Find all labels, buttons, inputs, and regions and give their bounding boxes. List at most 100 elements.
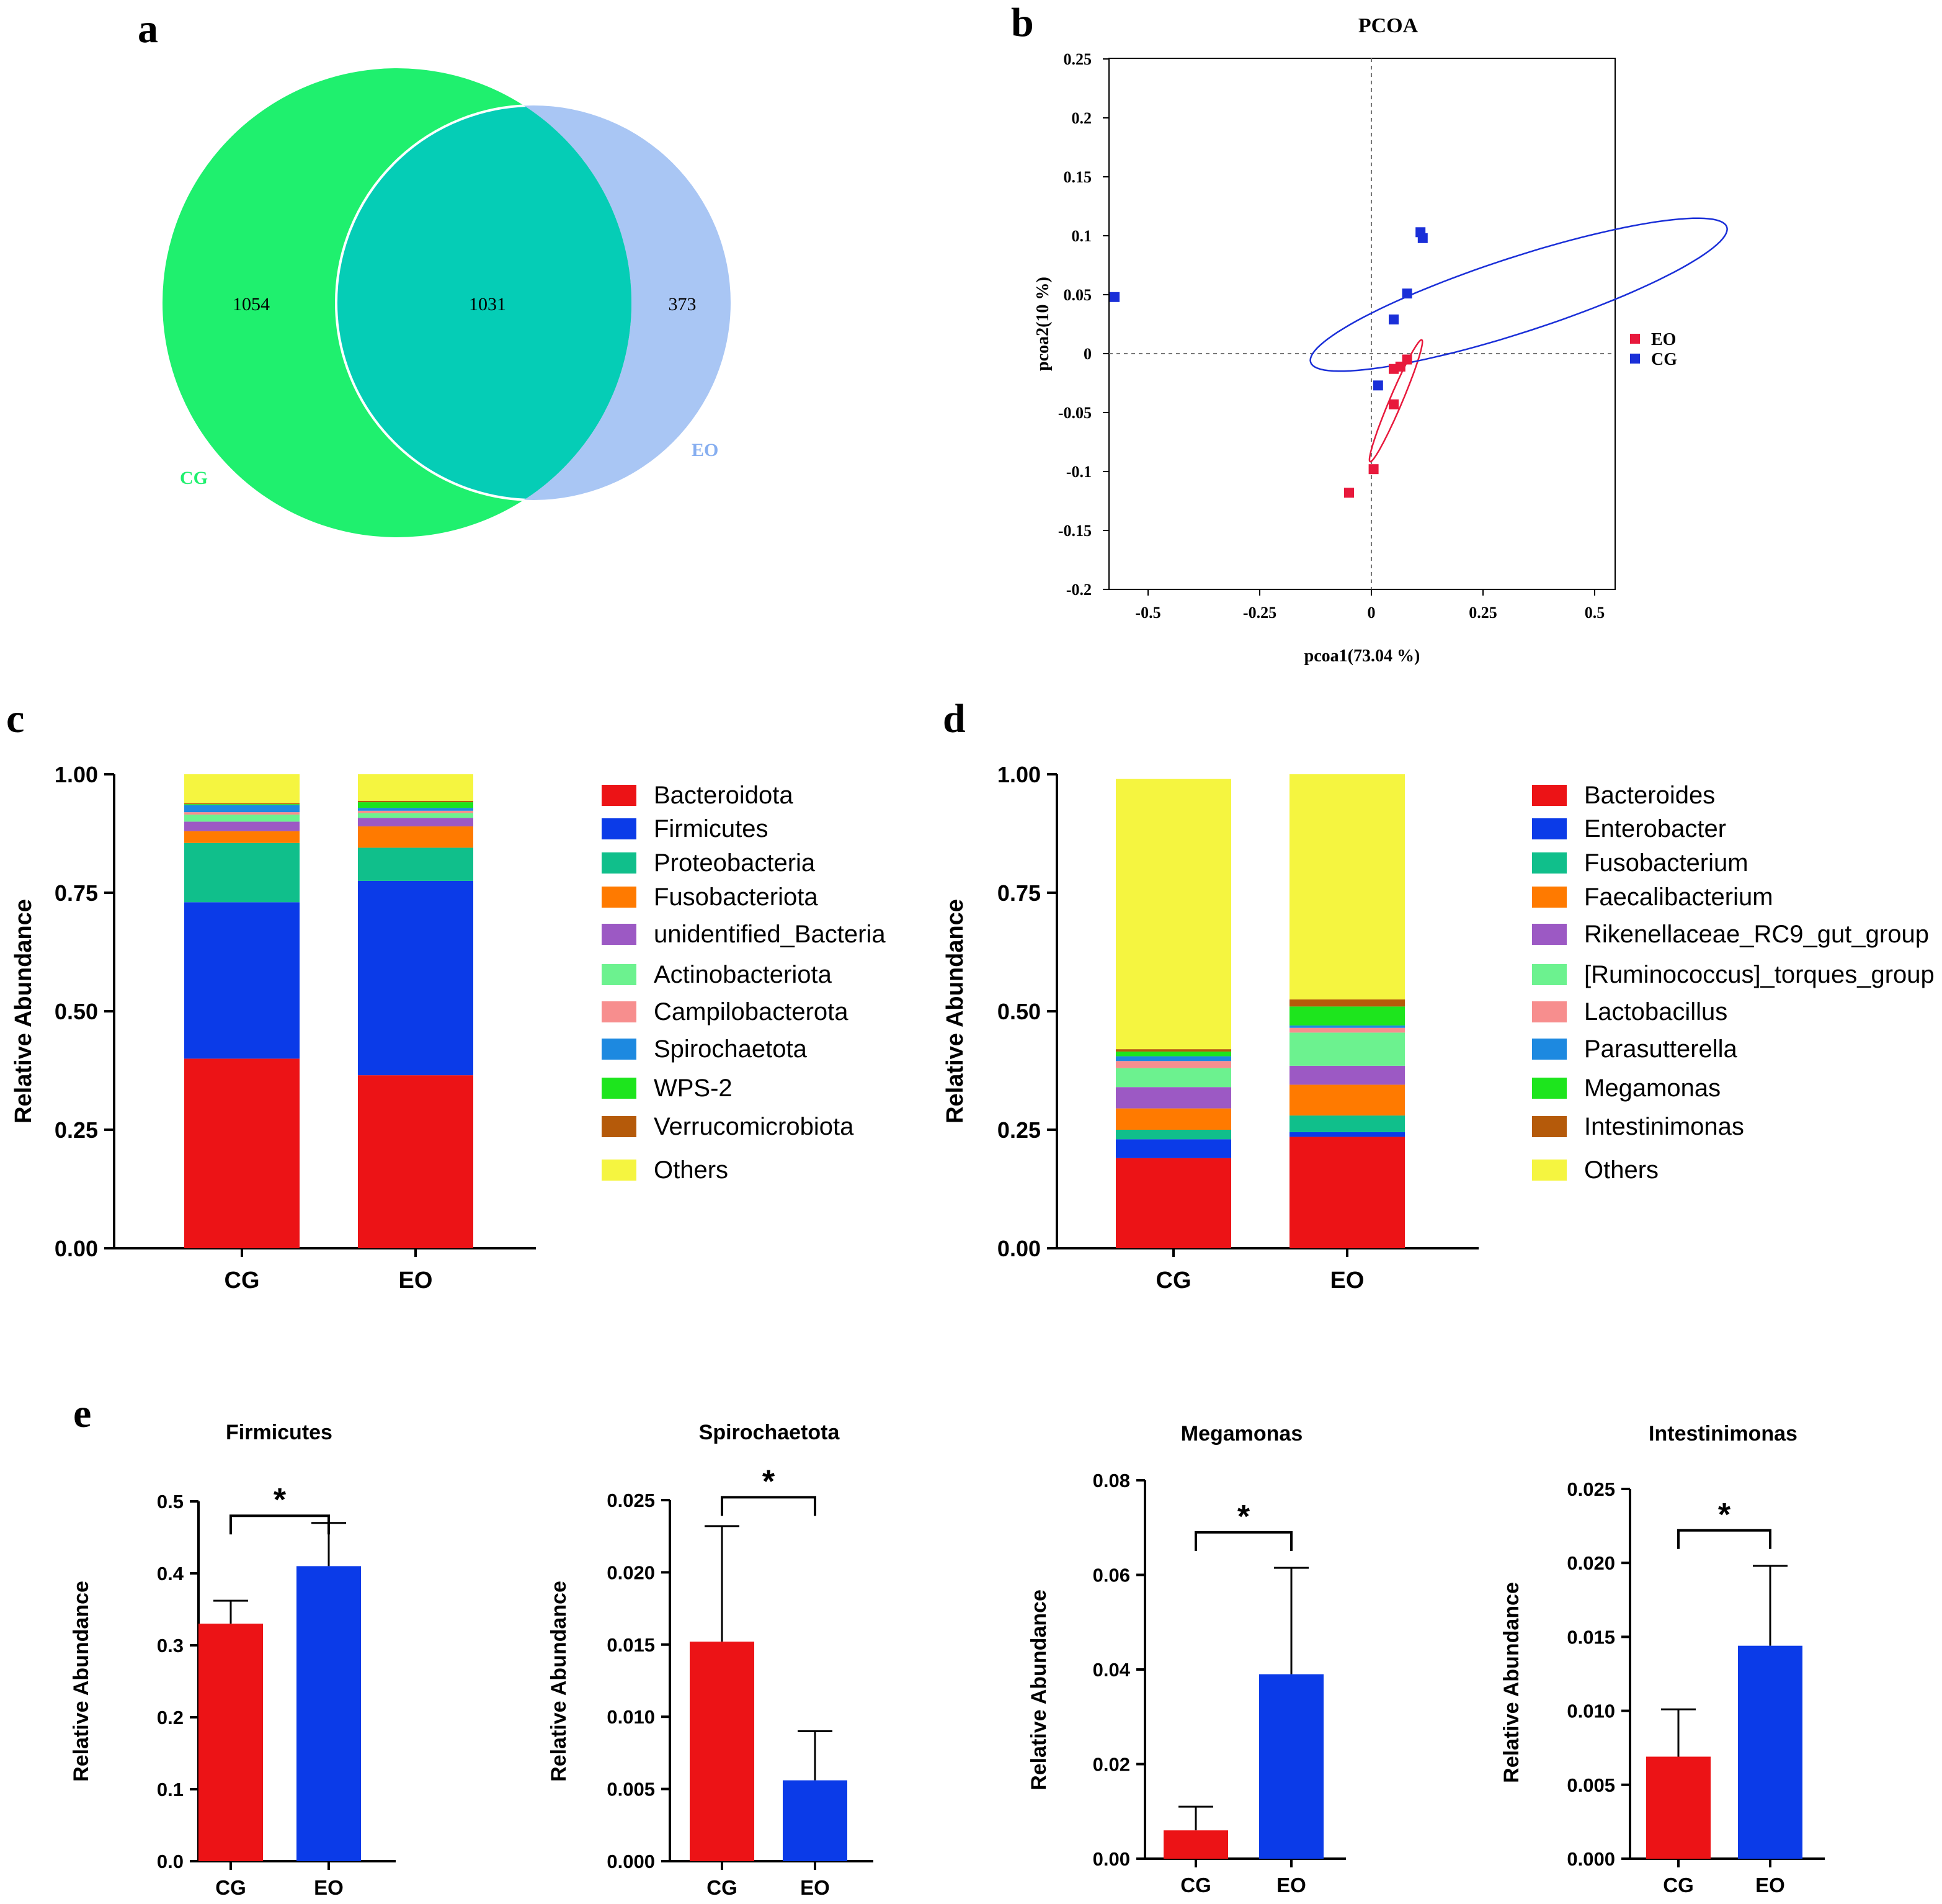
y-tick-label: 0.005 xyxy=(607,1779,655,1800)
legend-swatch xyxy=(602,1078,636,1099)
bar-segment xyxy=(1289,1084,1405,1116)
bar-cg xyxy=(1646,1756,1711,1859)
legend-label: Verrucomicrobiota xyxy=(654,1113,854,1140)
legend-label: Firmicutes xyxy=(654,815,768,842)
bar-cg xyxy=(690,1642,754,1861)
legend-label: Parasutterella xyxy=(1584,1035,1738,1063)
point-cg xyxy=(1402,288,1412,299)
stacked-bar-chart-phylum: Relative Abundance 0.000.250.500.751.00 … xyxy=(11,762,886,1294)
y-tick-label: -0.05 xyxy=(1058,404,1092,422)
significance-star: * xyxy=(762,1464,775,1500)
y-tick-label: 0.06 xyxy=(1093,1565,1130,1586)
x-tick-label: EO xyxy=(314,1876,344,1899)
stacked-bar-chart-genus: Relative Abundance 0.000.250.500.751.00 … xyxy=(942,762,1935,1294)
e2-ylabel: Relative Abundance xyxy=(1027,1589,1051,1790)
y-tick-label: 0.00 xyxy=(997,1236,1041,1261)
bar-segment xyxy=(184,805,300,813)
bar-segment xyxy=(358,1075,473,1248)
point-cg xyxy=(1417,233,1428,243)
e1-ylabel: Relative Abundance xyxy=(547,1581,571,1782)
bar-chart-intestinimonas: Intestinimonas Relative Abundance 0.000 0… xyxy=(1500,1422,1825,1897)
bar-segment xyxy=(1116,1049,1231,1052)
e3-ylabel: Relative Abundance xyxy=(1500,1582,1523,1783)
significance-bracket xyxy=(1195,1531,1293,1551)
bar-segment xyxy=(1289,1027,1405,1033)
point-cg xyxy=(1110,292,1120,302)
legend-label-eo: EO xyxy=(1651,330,1676,349)
y-tick-label: 0.000 xyxy=(1567,1848,1615,1870)
y-tick-label: 0.010 xyxy=(607,1706,655,1728)
e2-title: Megamonas xyxy=(1181,1422,1303,1446)
y-tick-label: 0.25 xyxy=(55,1117,98,1143)
bar-segment xyxy=(358,818,473,827)
bar-segment xyxy=(1116,1056,1231,1062)
legend-swatch xyxy=(602,818,636,839)
y-tick-label: 1.00 xyxy=(55,762,98,787)
y-tick-label: 0.020 xyxy=(1567,1552,1615,1574)
y-tick-label: 0.0 xyxy=(157,1851,184,1872)
bar-segment xyxy=(1289,1006,1405,1026)
e3-title: Intestinimonas xyxy=(1649,1422,1797,1446)
bar-segment xyxy=(1116,1061,1231,1068)
significance-bracket xyxy=(229,1514,330,1535)
bar-segment xyxy=(1289,1132,1405,1137)
significance-star: * xyxy=(1237,1499,1250,1535)
legend-label: Fusobacterium xyxy=(1584,849,1748,877)
legend-label: Faecalibacterium xyxy=(1584,883,1773,911)
legend-label: Bacteroides xyxy=(1584,782,1715,809)
x-tick-label: EO xyxy=(1276,1874,1306,1897)
pcoa-ylabel: pcoa2(10 %) xyxy=(1033,277,1053,371)
y-tick-label: 0.04 xyxy=(1093,1659,1131,1681)
bar-segment xyxy=(184,803,300,805)
y-tick-label: 0.02 xyxy=(1093,1754,1130,1776)
bar-segment xyxy=(358,774,473,801)
y-tick-label: -0.15 xyxy=(1058,522,1092,540)
bar-segment xyxy=(1289,774,1405,999)
bar-segment xyxy=(1289,999,1405,1007)
legend-label: WPS-2 xyxy=(654,1075,733,1102)
point-eo xyxy=(1402,354,1412,365)
legend-swatch xyxy=(602,964,636,985)
bar-segment xyxy=(184,1058,300,1248)
legend-swatch xyxy=(602,887,636,908)
venn-intersection xyxy=(336,105,631,500)
bar-eo xyxy=(783,1780,847,1861)
point-cg xyxy=(1373,380,1383,391)
legend-swatch-cg xyxy=(1630,354,1640,364)
legend-label: Lactobacillus xyxy=(1584,998,1727,1026)
bar-segment xyxy=(358,802,473,808)
y-tick-label: 0.4 xyxy=(157,1563,184,1584)
y-tick-label: 0.020 xyxy=(607,1562,655,1583)
y-tick-label: 0.025 xyxy=(607,1490,655,1511)
legend-swatch xyxy=(1532,887,1567,908)
legend-label: Enterobacter xyxy=(1584,815,1726,842)
y-tick-label: 0.25 xyxy=(997,1117,1041,1143)
y-tick-label: 0.00 xyxy=(55,1236,98,1261)
y-tick-label: 1.00 xyxy=(997,762,1041,787)
bar-segment xyxy=(358,847,473,881)
legend-swatch xyxy=(1532,924,1567,945)
legend-swatch xyxy=(602,852,636,874)
point-cg xyxy=(1389,314,1399,324)
venn-count-only-eo: 373 xyxy=(669,294,697,315)
bar-segment xyxy=(358,880,473,1076)
y-tick-label: 0.3 xyxy=(157,1635,184,1656)
legend-swatch-eo xyxy=(1630,334,1640,344)
pcoa-xlabel: pcoa1(73.04 %) xyxy=(1304,646,1420,666)
legend-swatch xyxy=(1532,785,1567,806)
x-tick-label: CG xyxy=(215,1876,246,1899)
bar-segment xyxy=(358,810,473,813)
y-tick-label: 0.010 xyxy=(1567,1701,1615,1722)
panel-label-c: c xyxy=(6,696,24,741)
legend-label-cg: CG xyxy=(1651,350,1677,369)
e0-title: Firmicutes xyxy=(226,1421,332,1444)
legend-swatch xyxy=(1532,1116,1567,1137)
bar-segment xyxy=(184,902,300,1059)
pcoa-chart: PCOA pcoa1(73.04 %) pcoa2(10 %) -0.5 -0.2… xyxy=(1033,14,1728,666)
y-tick-label: 0.05 xyxy=(1064,286,1092,304)
y-tick-label: -0.1 xyxy=(1066,463,1092,481)
x-tick-label: CG xyxy=(225,1267,260,1294)
legend-label: [Ruminococcus]_torques_group xyxy=(1584,961,1935,988)
bar-segment xyxy=(1116,1068,1231,1088)
point-eo xyxy=(1344,488,1354,498)
